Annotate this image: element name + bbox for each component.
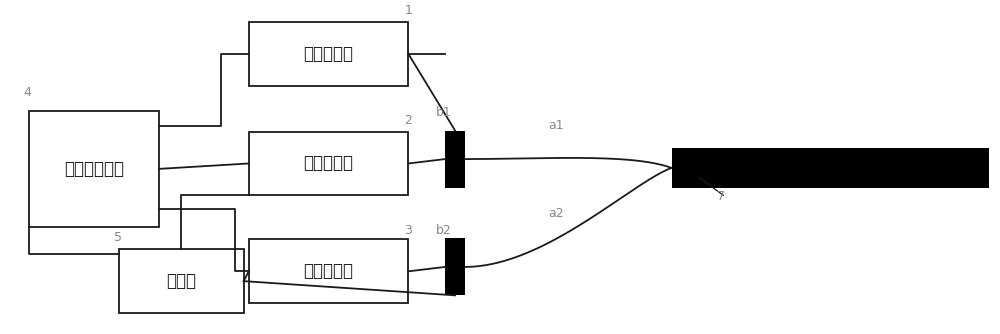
Text: b1: b1	[436, 106, 452, 119]
Text: 拉曼测温仪: 拉曼测温仪	[303, 155, 353, 172]
Text: 光栅解调仪: 光栅解调仪	[303, 45, 353, 63]
Bar	[119, 249, 244, 313]
Text: 4: 4	[23, 86, 31, 99]
Bar	[29, 111, 159, 227]
Bar	[672, 148, 989, 187]
Text: 处理器: 处理器	[166, 272, 196, 290]
Text: b2: b2	[436, 223, 452, 236]
Text: a2: a2	[548, 207, 563, 220]
Text: 2: 2	[404, 114, 412, 127]
Text: 1: 1	[404, 4, 412, 17]
Text: 3: 3	[404, 223, 412, 236]
Text: a1: a1	[548, 119, 563, 132]
Text: 偏振分析仪: 偏振分析仪	[303, 262, 353, 280]
Bar	[249, 22, 408, 86]
Bar	[249, 239, 408, 303]
Bar	[445, 131, 465, 187]
Text: 7: 7	[717, 190, 725, 203]
Text: 同步触发电路: 同步触发电路	[64, 160, 124, 178]
Bar	[249, 132, 408, 195]
Bar	[445, 238, 465, 295]
Text: 5: 5	[114, 231, 122, 244]
